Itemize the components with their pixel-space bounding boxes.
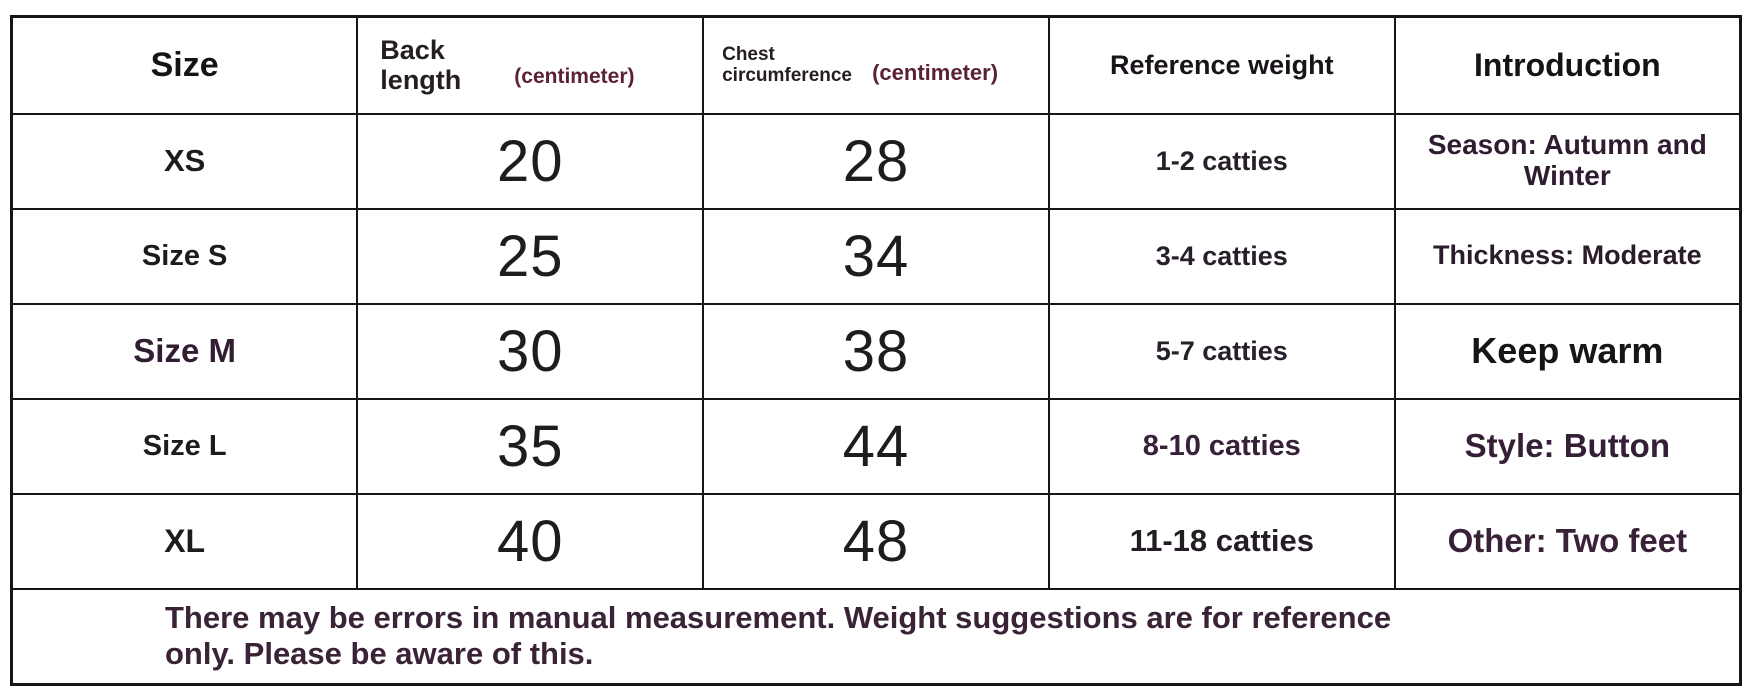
size-value: XL [164, 522, 206, 559]
header-row: Size Back length (centimeter) Chest circ… [10, 15, 1742, 115]
size-cell: XS [10, 112, 359, 210]
introduction-label: Introduction [1474, 46, 1661, 83]
chest-value: 48 [842, 508, 910, 574]
table-row-xl: XL 40 48 11-18 catties Other: Two feet [10, 492, 1742, 590]
header-reference-weight: Reference weight [1047, 15, 1396, 115]
size-cell: Size L [10, 397, 359, 495]
back-length-cell: 40 [356, 492, 705, 590]
back-length-value: 25 [496, 223, 564, 289]
back-length-header-group: Back length (centimeter) [359, 35, 701, 96]
back-length-cell: 25 [356, 207, 705, 305]
back-length-value: 20 [496, 128, 564, 194]
note-row: There may be errors in manual measuremen… [10, 587, 1742, 686]
header-size: Size [10, 15, 359, 115]
table-row-l: Size L 35 44 8-10 catties Style: Button [10, 397, 1742, 495]
size-cell: Size M [10, 302, 359, 400]
back-length-label: Back length [380, 35, 462, 96]
chest-cell: 34 [702, 207, 1050, 305]
introduction-value: Season: Autumn and Winter [1427, 129, 1707, 191]
chest-header-group: Chest circumference (centimeter) [705, 43, 1047, 87]
weight-value: 5-7 catties [1155, 335, 1288, 366]
chest-cell: 48 [702, 492, 1050, 590]
chest-cell: 38 [702, 302, 1050, 400]
weight-value: 11-18 catties [1129, 523, 1314, 558]
measurement-note-line1: There may be errors in manual measuremen… [165, 600, 1392, 636]
measurement-note-line2: only. Please be aware of this. [165, 636, 594, 672]
weight-cell: 1-2 catties [1047, 112, 1396, 210]
back-length-cell: 30 [356, 302, 705, 400]
back-length-value: 30 [496, 318, 564, 384]
weight-cell: 8-10 catties [1047, 397, 1396, 495]
introduction-cell: Thickness: Moderate [1393, 207, 1742, 305]
back-length-cell: 35 [356, 397, 705, 495]
chest-value: 28 [842, 128, 910, 194]
back-length-value: 35 [496, 413, 564, 479]
weight-cell: 5-7 catties [1047, 302, 1396, 400]
introduction-value: Keep warm [1471, 330, 1664, 372]
size-value: Size M [133, 332, 236, 369]
header-back-length: Back length (centimeter) [356, 15, 705, 115]
reference-weight-label: Reference weight [1110, 49, 1334, 80]
back-length-unit-label: (centimeter) [514, 65, 635, 89]
introduction-cell: Other: Two feet [1393, 492, 1742, 590]
chest-unit-label: (centimeter) [872, 60, 999, 86]
size-cell: XL [10, 492, 359, 590]
introduction-cell: Style: Button [1393, 397, 1742, 495]
weight-cell: 3-4 catties [1047, 207, 1396, 305]
chest-cell: 28 [702, 112, 1050, 210]
size-cell: Size S [10, 207, 359, 305]
chest-value: 34 [842, 223, 910, 289]
table-row-xs: XS 20 28 1-2 catties Season: Autumn and … [10, 112, 1742, 210]
measurement-note: There may be errors in manual measuremen… [14, 600, 1739, 672]
size-column-label: Size [150, 45, 219, 84]
weight-value: 1-2 catties [1155, 145, 1288, 176]
back-length-value: 40 [496, 508, 564, 574]
weight-value: 8-10 catties [1142, 429, 1301, 462]
chest-label: Chest circumference [722, 43, 852, 87]
chest-value: 44 [842, 413, 910, 479]
table-row-m: Size M 30 38 5-7 catties Keep warm [10, 302, 1742, 400]
introduction-cell: Season: Autumn and Winter [1393, 112, 1742, 210]
size-value: XS [163, 143, 206, 178]
back-length-cell: 20 [356, 112, 705, 210]
size-chart: Size Back length (centimeter) Chest circ… [10, 15, 1742, 686]
weight-value: 3-4 catties [1155, 240, 1288, 271]
weight-cell: 11-18 catties [1047, 492, 1396, 590]
size-value: Size S [141, 239, 228, 272]
header-introduction: Introduction [1393, 15, 1742, 115]
chest-value: 38 [842, 318, 910, 384]
header-chest-circumference: Chest circumference (centimeter) [702, 15, 1050, 115]
measurement-note-cell: There may be errors in manual measuremen… [10, 587, 1742, 686]
size-value: Size L [142, 429, 227, 462]
size-chart-table: Size Back length (centimeter) Chest circ… [10, 15, 1742, 686]
introduction-value: Thickness: Moderate [1433, 240, 1702, 271]
introduction-value: Other: Two feet [1447, 521, 1688, 559]
introduction-value: Style: Button [1464, 426, 1670, 464]
chest-cell: 44 [702, 397, 1050, 495]
introduction-cell: Keep warm [1393, 302, 1742, 400]
table-row-s: Size S 25 34 3-4 catties Thickness: Mode… [10, 207, 1742, 305]
